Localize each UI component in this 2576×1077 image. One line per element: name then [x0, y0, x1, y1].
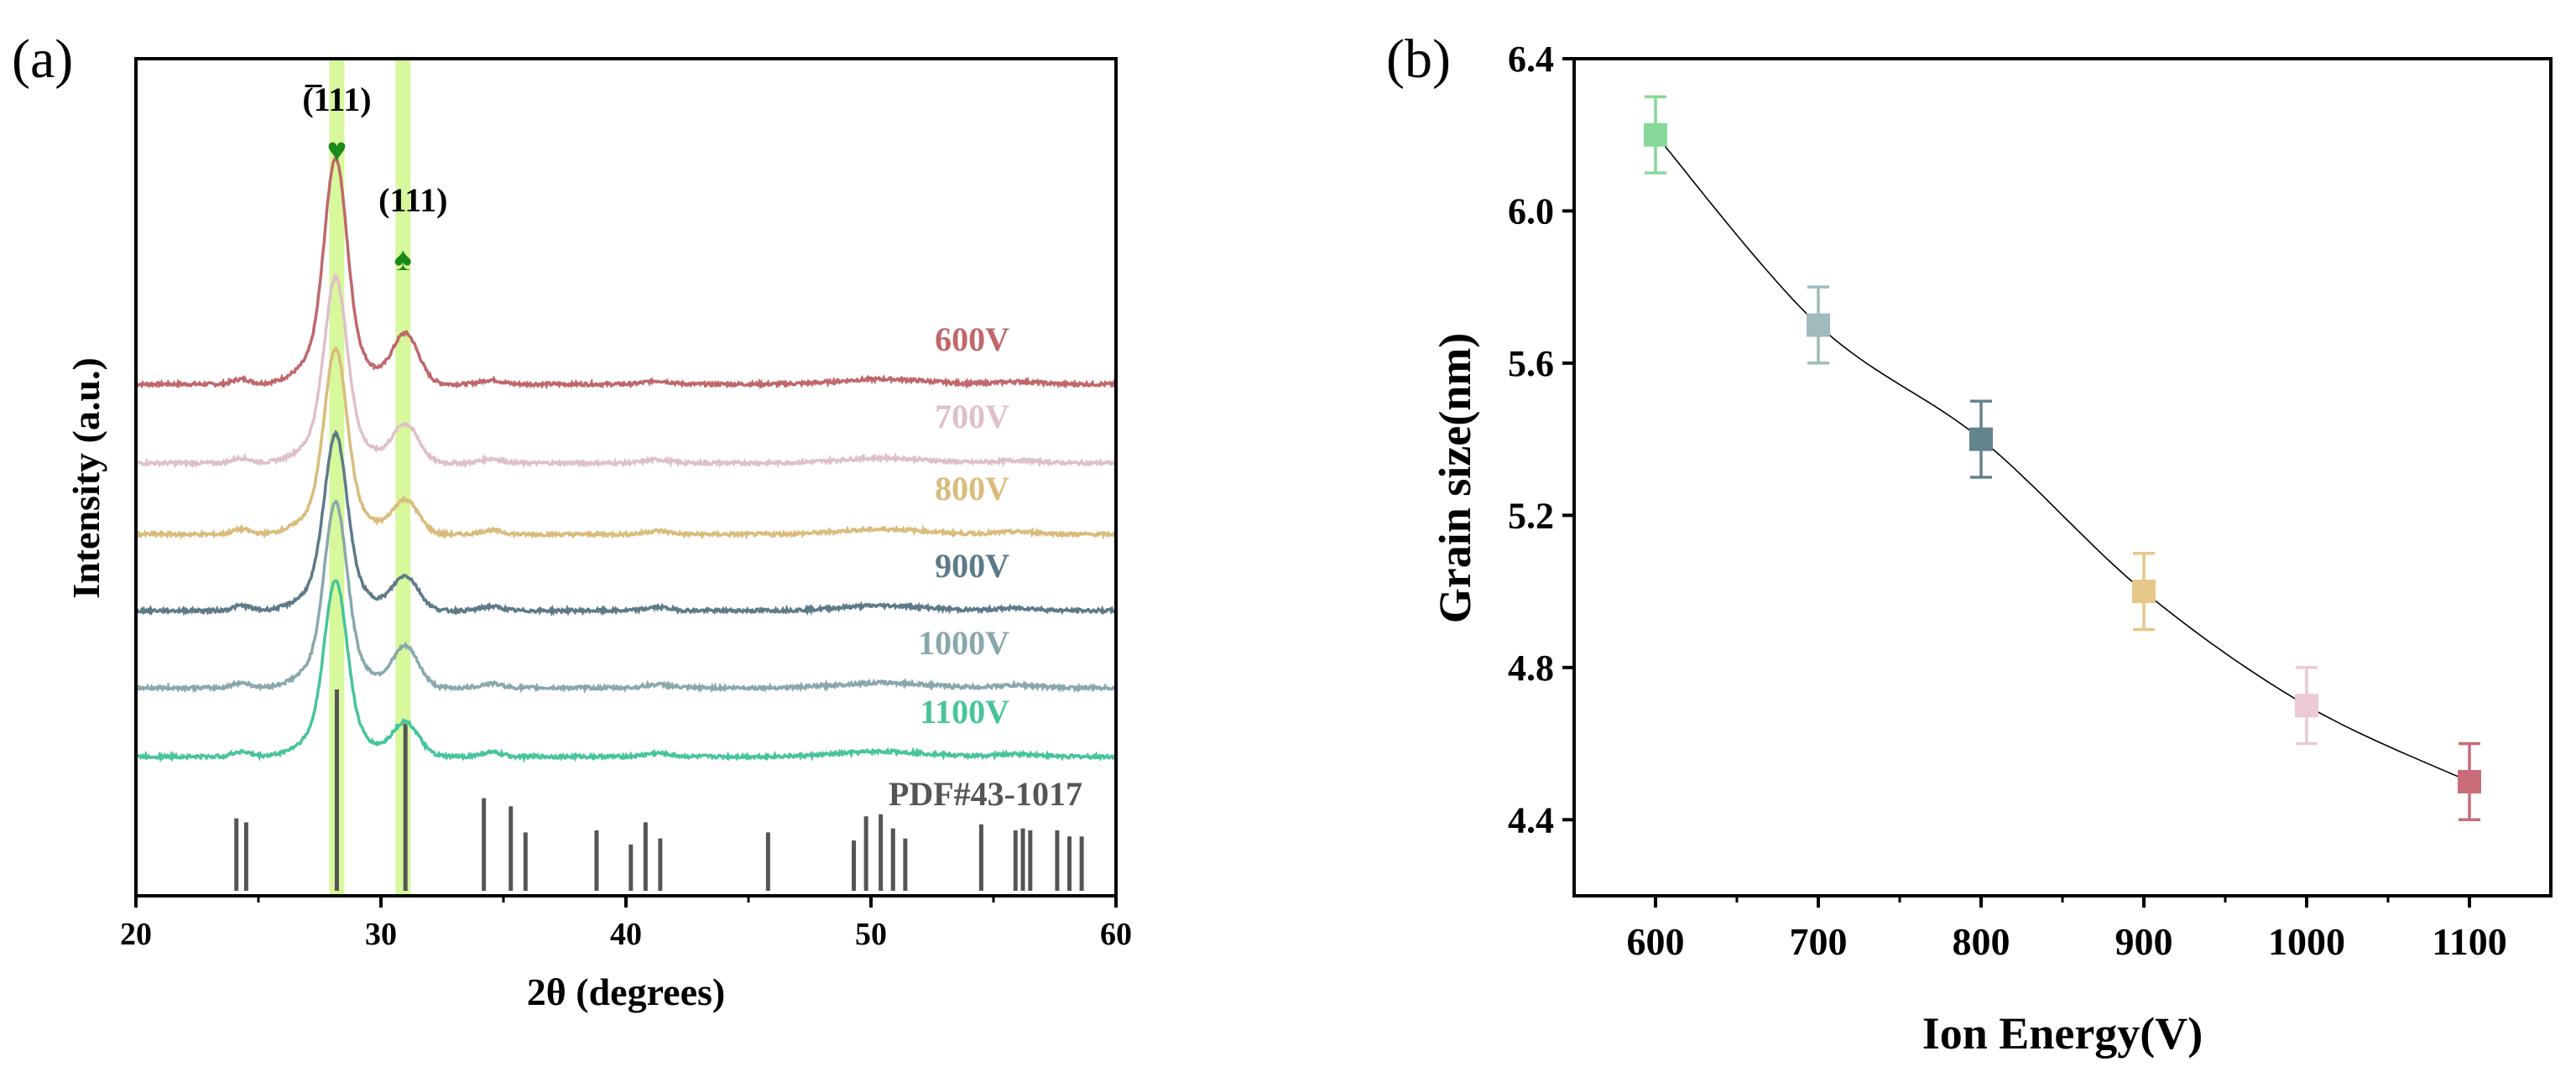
y-axis-label-a: Intensity (a.u.): [65, 357, 107, 599]
xrd-panel: (a) 600V 700V 800V 900V 1000V 1100V (̅111) ♥ (1…: [12, 29, 1132, 1013]
axis-ticks: 600 700 800 900 1000 1100 4.4 4.8 5.2 5.6 6.0 6.4: [1508, 39, 2507, 963]
spade-marker-icon: ♠: [394, 240, 412, 278]
xrd-curves: [134, 151, 1118, 763]
reference-label: PDF#43-1017: [889, 775, 1082, 813]
square-marker: [1807, 313, 1830, 337]
heart-marker-icon: ♥: [327, 131, 347, 169]
y-tick-label: 4.8: [1508, 648, 1554, 689]
data-point-900: [2132, 551, 2156, 632]
panel-a-label: (a): [12, 29, 73, 90]
highlight-band-1: [395, 59, 411, 896]
xrd-curve-800V: [134, 345, 1117, 541]
xrd-curve-1000V: [134, 499, 1117, 695]
y-tick-label: 6.4: [1508, 39, 1554, 80]
xrd-curve-1100V: [135, 579, 1118, 763]
series-labels: 600V 700V 800V 900V 1000V 1100V: [918, 320, 1009, 731]
panel-b-label: (b): [1386, 29, 1451, 90]
series-label-600V: 600V: [935, 320, 1009, 358]
data-point-800: [1969, 399, 1993, 479]
data-point-1000: [2295, 666, 2318, 746]
x-tick-label: 60: [1100, 917, 1132, 952]
data-point-700: [1807, 285, 1830, 365]
y-axis-label-b: Grain size(nm): [1430, 333, 1480, 623]
x-tick-label: 800: [1953, 920, 2010, 963]
xrd-curve-700V: [134, 272, 1118, 469]
peak-label-0: (̅111): [302, 81, 371, 118]
x-axis-ticks: 20 30 40 50 60: [120, 896, 1132, 952]
data-point-600: [1644, 95, 1667, 174]
trend-line: [1655, 134, 2470, 783]
x-tick-label: 40: [610, 917, 642, 952]
x-tick-label: 1000: [2268, 920, 2345, 963]
x-tick-label: 600: [1627, 920, 1685, 963]
x-tick-label: 30: [365, 917, 397, 952]
square-marker: [2132, 580, 2156, 604]
series-label-900V: 900V: [935, 547, 1009, 585]
x-axis-label-a: 2θ (degrees): [527, 970, 725, 1013]
x-tick-label: 1100: [2432, 920, 2506, 963]
peak-labels: (̅111) ♥ (111) ♠: [302, 81, 447, 278]
peak-label-1: (111): [378, 181, 447, 219]
plot-frame-b: [1572, 57, 2553, 898]
grain-size-panel: (b) 600 700 800 900 1000 11004.44.85.25.66.06…: [1386, 29, 2553, 1059]
series-label-1000V: 1000V: [918, 624, 1009, 662]
x-tick-label: 700: [1790, 920, 1848, 963]
y-tick-label: 4.4: [1508, 799, 1554, 840]
series-label-700V: 700V: [935, 398, 1009, 435]
y-tick-label: 6.0: [1508, 190, 1554, 232]
square-marker: [1644, 122, 1667, 147]
y-tick-label: 5.6: [1508, 343, 1554, 384]
data-points: [1644, 95, 2481, 822]
square-marker: [1969, 427, 1993, 451]
x-axis-label-b: Ion Energy(V): [1922, 1008, 2203, 1059]
highlight-band-0: [329, 59, 345, 896]
square-marker: [2295, 694, 2318, 718]
data-point-1100: [2458, 741, 2481, 822]
x-tick-label: 20: [120, 917, 152, 952]
x-tick-label: 50: [855, 917, 887, 952]
reference-lines: [234, 689, 1084, 891]
x-tick-label: 900: [2115, 920, 2173, 963]
xrd-curve-600V: [135, 151, 1118, 390]
highlight-bands: [329, 59, 411, 896]
square-marker: [2458, 769, 2481, 793]
series-label-800V: 800V: [935, 470, 1009, 507]
y-tick-label: 5.2: [1508, 495, 1554, 536]
xrd-curve-900V: [134, 429, 1117, 617]
series-label-1100V: 1100V: [920, 693, 1009, 731]
